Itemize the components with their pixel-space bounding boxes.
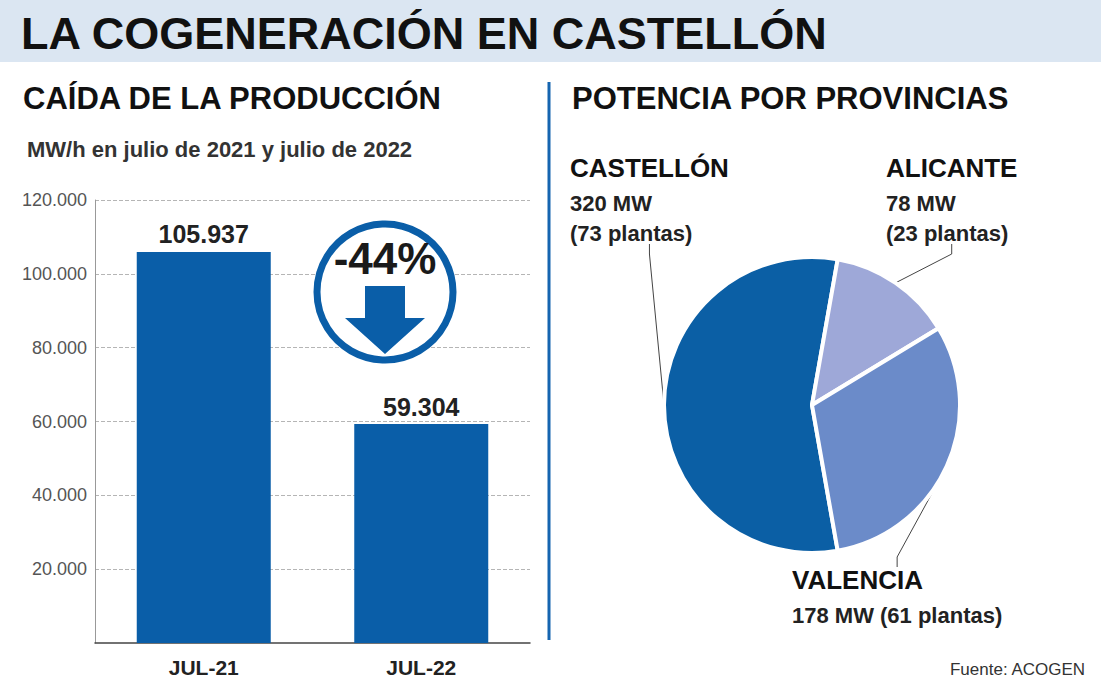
svg-text:JUL-21: JUL-21 [169,656,239,679]
svg-text:320 MW: 320 MW [570,191,652,216]
svg-text:CAÍDA DE LA PRODUCCIÓN: CAÍDA DE LA PRODUCCIÓN [23,80,441,116]
svg-text:POTENCIA POR PROVINCIAS: POTENCIA POR PROVINCIAS [572,81,1008,116]
svg-text:CASTELLÓN: CASTELLÓN [570,153,729,183]
svg-text:20.000: 20.000 [32,559,87,579]
svg-text:59.304: 59.304 [383,393,460,421]
svg-text:78 MW: 78 MW [886,191,956,216]
svg-text:60.000: 60.000 [32,412,87,432]
svg-text:Fuente: ACOGEN: Fuente: ACOGEN [950,660,1085,679]
svg-text:JUL-22: JUL-22 [386,656,456,679]
svg-text:LA COGENERACIÓN EN CASTELLÓN: LA COGENERACIÓN EN CASTELLÓN [21,8,827,59]
svg-text:40.000: 40.000 [32,485,87,505]
svg-text:100.000: 100.000 [22,264,87,284]
svg-text:VALENCIA: VALENCIA [792,565,923,595]
svg-text:MW/h en julio de 2021 y julio: MW/h en julio de 2021 y julio de 2022 [27,137,412,162]
svg-text:(23 plantas): (23 plantas) [886,221,1008,246]
svg-text:-44%: -44% [334,234,437,283]
svg-text:120.000: 120.000 [22,190,87,210]
svg-text:80.000: 80.000 [32,338,87,358]
svg-text:(73 plantas): (73 plantas) [570,221,692,246]
svg-text:178 MW (61 plantas): 178 MW (61 plantas) [792,603,1002,628]
svg-text:ALICANTE: ALICANTE [886,153,1017,183]
svg-text:105.937: 105.937 [159,220,249,248]
